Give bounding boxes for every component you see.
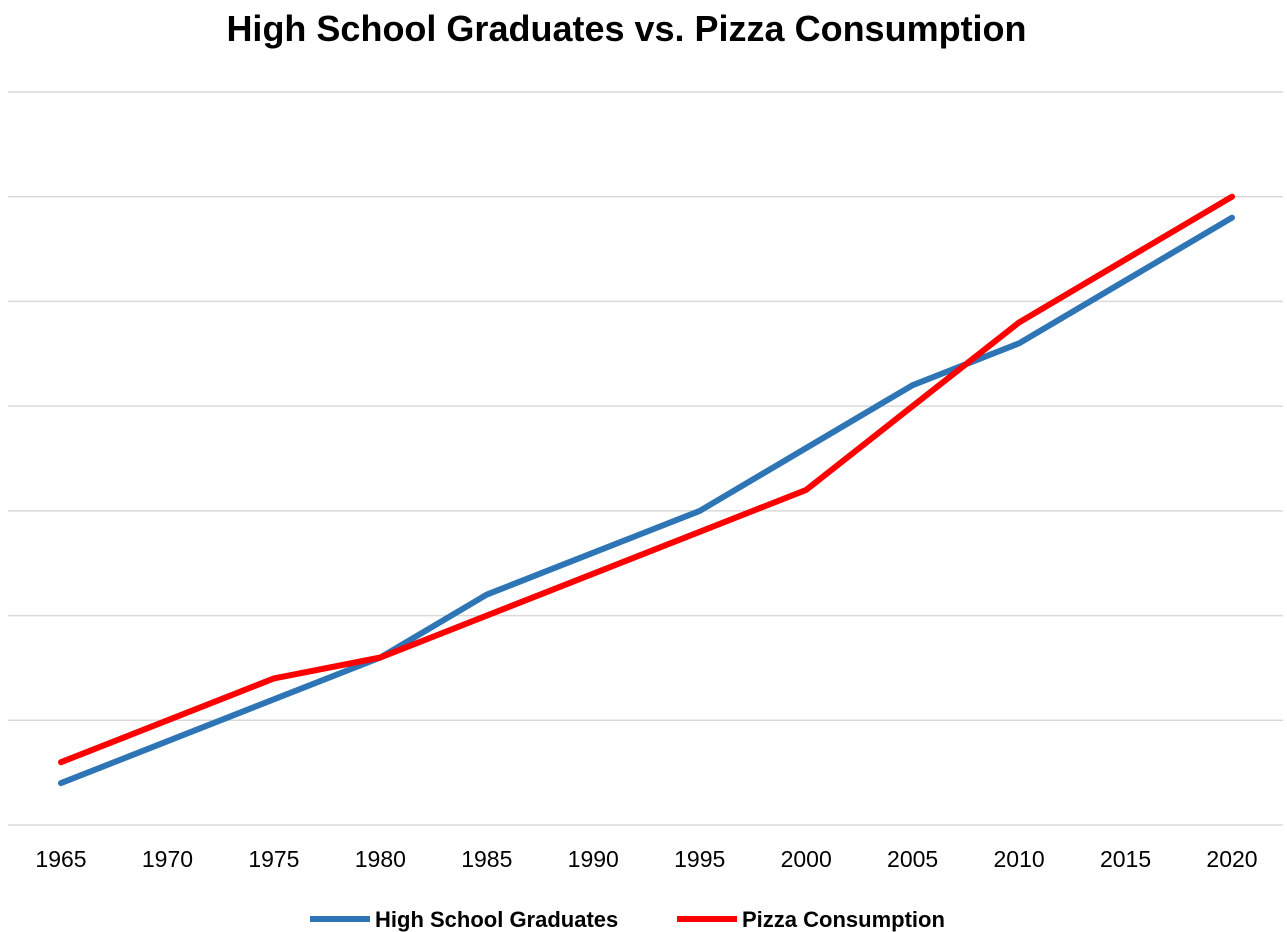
x-tick-label: 1980 <box>355 846 406 872</box>
legend-label: High School Graduates <box>375 907 618 932</box>
chart-title: High School Graduates vs. Pizza Consumpt… <box>226 8 1027 49</box>
x-tick-label: 1975 <box>248 846 299 872</box>
x-tick-label: 2020 <box>1206 846 1257 872</box>
x-tick-label: 2005 <box>887 846 938 872</box>
x-tick-label: 2015 <box>1100 846 1151 872</box>
legend-label: Pizza Consumption <box>742 907 945 932</box>
legend-item: Pizza Consumption <box>677 907 945 932</box>
gridlines <box>8 91 1283 826</box>
x-tick-label: 1985 <box>461 846 512 872</box>
legend: High School Graduates Pizza Consumption <box>310 907 945 932</box>
series-line-1 <box>58 214 1235 787</box>
series-lines <box>58 193 1235 787</box>
x-tick-label: 1970 <box>142 846 193 872</box>
legend-item: High School Graduates <box>310 907 618 932</box>
x-tick-label: 1995 <box>674 846 725 872</box>
x-tick-label: 2010 <box>994 846 1045 872</box>
x-tick-label: 1990 <box>568 846 619 872</box>
series-line-2 <box>58 193 1235 766</box>
x-tick-label: 1965 <box>35 846 86 872</box>
x-tick-label: 2000 <box>781 846 832 872</box>
x-axis-tick-labels: 1965 1970 1975 1980 1985 1990 1995 2000 2005 2010… <box>35 846 1257 872</box>
